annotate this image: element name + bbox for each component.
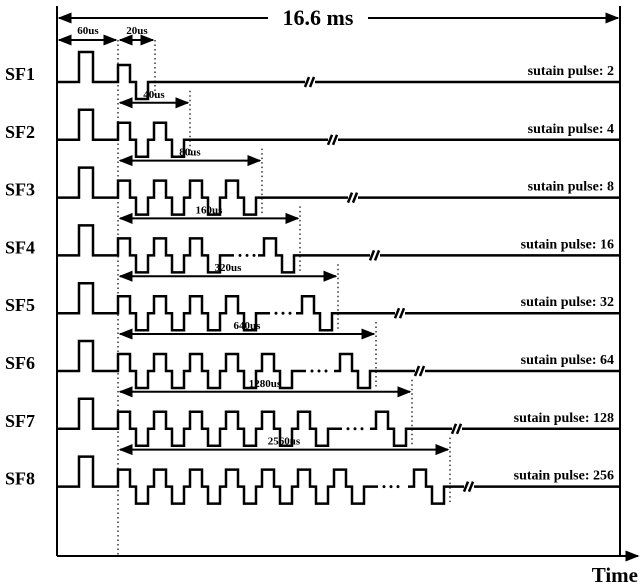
row-label: SF4	[5, 237, 35, 257]
label-bg	[268, 6, 368, 30]
ellipsis-dot	[382, 485, 386, 489]
ellipsis-dot	[324, 369, 328, 373]
waveform	[334, 352, 415, 390]
pulse-label: sutain pulse: 128	[514, 411, 614, 426]
waveform	[408, 468, 464, 505]
gap-label: 20us	[126, 25, 148, 37]
pulse-label: sutain pulse: 32	[521, 295, 614, 310]
break-mark	[303, 76, 316, 88]
row-label: SF2	[5, 122, 35, 142]
row-label: SF7	[5, 411, 35, 431]
ellipsis-dot	[310, 369, 314, 373]
duration-label: 2560us	[268, 436, 301, 448]
break-mark	[450, 423, 463, 435]
ellipsis-dot	[346, 427, 350, 431]
waveform	[370, 410, 452, 448]
row-label: SF3	[5, 180, 35, 200]
duration-label: 160us	[196, 204, 224, 216]
frame-label: 16.6 ms	[283, 5, 354, 30]
ellipsis-dot	[389, 485, 393, 489]
row-label: SF8	[5, 469, 35, 489]
ellipsis-dot	[317, 369, 321, 373]
pulse-label: sutain pulse: 16	[521, 237, 614, 252]
ellipsis-dot	[396, 485, 400, 489]
duration-label: 80us	[179, 147, 201, 159]
ellipsis-dot	[288, 311, 292, 315]
waveform	[258, 237, 370, 274]
duration-label: 1280us	[249, 378, 282, 390]
break-mark	[326, 134, 339, 146]
duration-label: 640us	[234, 320, 262, 332]
break-mark	[462, 481, 475, 493]
pulse-label: sutain pulse: 8	[528, 180, 614, 195]
ellipsis-dot	[281, 311, 285, 315]
pulse-label: sutain pulse: 256	[514, 469, 614, 484]
waveform	[57, 339, 306, 390]
axis-label: Time	[592, 563, 638, 586]
waveform	[57, 455, 378, 505]
pulse-label: sutain pulse: 64	[521, 353, 614, 368]
break-mark	[393, 307, 406, 319]
ellipsis-dot	[274, 311, 278, 315]
pulse-label: sutain pulse: 4	[528, 122, 614, 137]
ellipsis-dot	[238, 253, 242, 257]
break-mark	[413, 365, 426, 377]
break-mark	[368, 249, 381, 261]
pulse-label: sutain pulse: 2	[528, 64, 614, 79]
row-label: SF6	[5, 353, 35, 373]
ellipsis-dot	[252, 253, 256, 257]
duration-label: 320us	[215, 262, 243, 274]
waveform	[57, 224, 234, 274]
duration-label: 40us	[143, 89, 165, 101]
ellipsis-dot	[360, 427, 364, 431]
row-label: SF5	[5, 295, 35, 315]
ellipsis-dot	[245, 253, 249, 257]
waveform	[296, 294, 395, 332]
row-label: SF1	[5, 64, 35, 84]
break-mark	[346, 192, 359, 204]
waveform	[57, 50, 305, 101]
address-label: 60us	[77, 25, 99, 37]
ellipsis-dot	[353, 427, 357, 431]
